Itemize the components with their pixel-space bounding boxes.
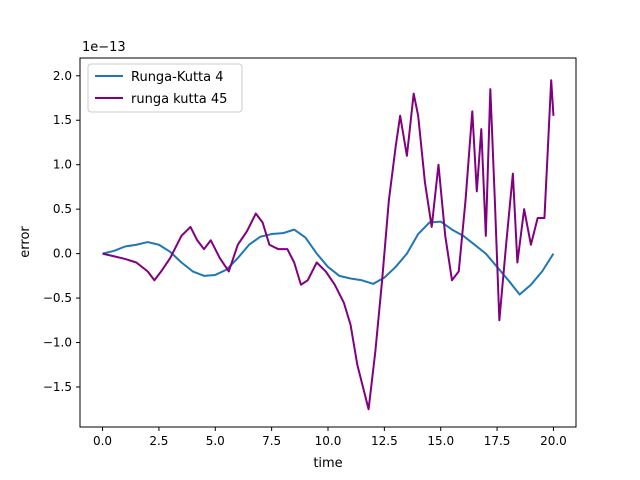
x-tick-label: 17.5 xyxy=(484,434,511,448)
y-axis-ticks: −1.5 −1.0 −0.5 0.0 0.5 1.0 1.5 2.0 xyxy=(43,69,80,394)
y-tick-label: 1.5 xyxy=(53,113,72,127)
y-tick-label: −1.0 xyxy=(43,336,72,350)
x-axis-ticks: 0.0 2.5 5.0 7.5 10.0 12.5 15.0 17.5 20.0 xyxy=(93,427,567,448)
x-tick-label: 2.5 xyxy=(149,434,168,448)
y-axis-offset-label: 1e−13 xyxy=(82,40,126,55)
series-line-runga-kutta-4 xyxy=(102,220,555,296)
legend: Runga-Kutta 4 runga kutta 45 xyxy=(87,63,243,113)
x-tick-label: 20.0 xyxy=(540,434,567,448)
x-tick-label: 7.5 xyxy=(262,434,281,448)
series-line-runga-kutta-45 xyxy=(102,79,555,411)
x-axis-label: time xyxy=(313,456,342,471)
y-tick-label: −1.5 xyxy=(43,380,72,394)
x-tick-label: 0.0 xyxy=(93,434,112,448)
y-tick-label: 0.0 xyxy=(53,247,72,261)
y-axis-label: error xyxy=(18,226,33,258)
y-tick-label: −0.5 xyxy=(43,291,72,305)
x-tick-label: 12.5 xyxy=(371,434,398,448)
y-tick-label: 2.0 xyxy=(53,69,72,83)
x-tick-label: 10.0 xyxy=(315,434,342,448)
series-layer xyxy=(102,79,555,411)
x-tick-label: 15.0 xyxy=(427,434,454,448)
legend-box xyxy=(87,63,243,113)
y-tick-label: 0.5 xyxy=(53,202,72,216)
y-tick-label: 1.0 xyxy=(53,158,72,172)
legend-label-runga-kutta-45: runga kutta 45 xyxy=(131,92,227,107)
legend-label-runga-kutta-4: Runga-Kutta 4 xyxy=(131,70,224,85)
x-tick-label: 5.0 xyxy=(206,434,225,448)
